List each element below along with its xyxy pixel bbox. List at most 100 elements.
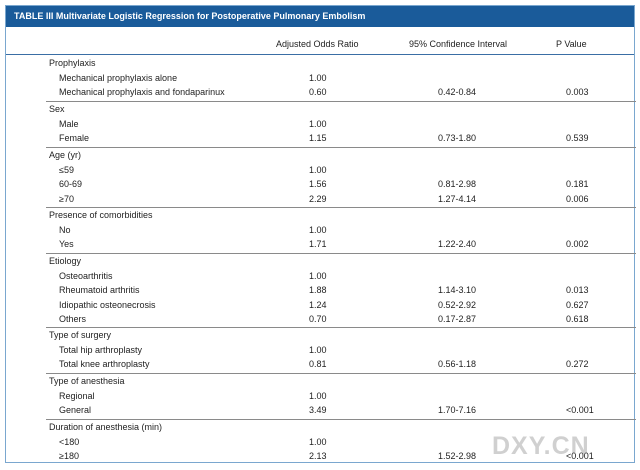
odds-ratio-cell: 1.00 (309, 224, 327, 235)
section-divider (46, 373, 636, 374)
odds-ratio-cell: 1.15 (309, 133, 327, 144)
odds-ratio-cell: 1.00 (309, 72, 327, 83)
odds-ratio-cell: 2.29 (309, 193, 327, 204)
table-row: Female 1.15 0.73-1.80 0.539 (6, 133, 636, 147)
confidence-interval-cell: 1.52-2.98 (438, 451, 477, 462)
section-heading-row: Prophylaxis (6, 58, 636, 72)
odds-ratio-cell: 0.81 (309, 359, 327, 370)
section-heading-row: Duration of anesthesia (min) (6, 422, 636, 436)
row-label: Female (59, 133, 90, 144)
p-value-cell: 0.181 (566, 179, 589, 190)
row-label: Regional (59, 390, 95, 401)
table-row: Mechanical prophylaxis and fondaparinux 0… (6, 87, 636, 101)
odds-ratio-cell: 1.24 (309, 299, 327, 310)
section-label: Duration of anesthesia (min) (49, 422, 163, 432)
table-row: No 1.00 (6, 225, 636, 239)
table-row: Rheumatoid arthritis 1.88 1.14-3.10 0.013 (6, 285, 636, 299)
section-label: Type of anesthesia (49, 376, 125, 386)
odds-ratio-cell: 3.49 (309, 405, 327, 416)
p-value-cell: 0.539 (566, 133, 589, 144)
section-label: Type of surgery (49, 330, 112, 340)
odds-ratio-cell: 0.70 (309, 314, 327, 325)
odds-ratio-cell: 1.00 (309, 436, 327, 447)
row-label: Male (59, 118, 79, 129)
row-label: ≥70 (59, 193, 74, 204)
p-value-cell: 0.002 (566, 239, 589, 250)
p-value-cell: <0.001 (566, 451, 594, 462)
table-row: Osteoarthritis 1.00 (6, 271, 636, 285)
confidence-interval-cell: 0.17-2.87 (438, 314, 477, 325)
confidence-interval-cell: 0.56-1.18 (438, 359, 477, 370)
odds-ratio-cell: 2.13 (309, 451, 327, 462)
table-row: 60-69 1.56 0.81-2.98 0.181 (6, 179, 636, 193)
p-value-cell: 0.003 (566, 87, 589, 98)
watermark: DXY.CN (492, 432, 590, 460)
table-row: ≤59 1.00 (6, 165, 636, 179)
table-row: ≥70 2.29 1.27-4.14 0.006 (6, 194, 636, 208)
confidence-interval-cell: 1.70-7.16 (438, 405, 477, 416)
odds-ratio-cell: 0.60 (309, 87, 327, 98)
confidence-interval-cell: 0.52-2.92 (438, 299, 477, 310)
section-heading-row: Etiology (6, 256, 636, 270)
row-label: Mechanical prophylaxis and fondaparinux (59, 87, 225, 98)
table-row: Yes 1.71 1.22-2.40 0.002 (6, 239, 636, 253)
p-value-cell: 0.618 (566, 314, 589, 325)
section-label: Age (yr) (49, 150, 82, 160)
section-divider (46, 327, 636, 328)
table-row: <180 1.00 (6, 437, 636, 451)
p-value-cell: 0.006 (566, 193, 589, 204)
row-label: ≤59 (59, 164, 74, 175)
confidence-interval-cell: 1.22-2.40 (438, 239, 477, 250)
confidence-interval-cell: 0.81-2.98 (438, 179, 477, 190)
row-label: Total knee arthroplasty (59, 359, 150, 370)
table-row: ≥180 2.13 1.52-2.98 <0.001 (6, 451, 636, 465)
section-heading-row: Age (yr) (6, 150, 636, 164)
odds-ratio-cell: 1.56 (309, 179, 327, 190)
odds-ratio-cell: 1.00 (309, 118, 327, 129)
odds-ratio-cell: 1.00 (309, 164, 327, 175)
odds-ratio-cell: 1.71 (309, 239, 327, 250)
section-heading-row: Sex (6, 104, 636, 118)
odds-ratio-cell: 1.00 (309, 270, 327, 281)
section-divider (46, 253, 636, 254)
odds-ratio-cell: 1.00 (309, 390, 327, 401)
odds-ratio-cell: 1.00 (309, 344, 327, 355)
section-label: Etiology (49, 256, 82, 266)
row-label: No (59, 224, 71, 235)
row-label: General (59, 405, 92, 416)
table-frame: TABLE III Multivariate Logistic Regressi… (5, 5, 636, 465)
section-divider (46, 101, 636, 102)
p-value-cell: <0.001 (566, 405, 594, 416)
section-label: Prophylaxis (49, 58, 96, 68)
section-divider (46, 419, 636, 420)
header-adjusted-odds-ratio: Adjusted Odds Ratio (276, 39, 359, 49)
p-value-cell: 0.627 (566, 299, 589, 310)
confidence-interval-cell: 1.27-4.14 (438, 193, 477, 204)
row-label: ≥180 (59, 451, 79, 462)
header-p-value: P Value (556, 39, 587, 49)
table-row: Total knee arthroplasty 0.81 0.56-1.18 0.27… (6, 359, 636, 373)
header-confidence-interval: 95% Confidence Interval (409, 39, 508, 49)
section-heading-row: Type of surgery (6, 330, 636, 344)
section-divider (46, 207, 636, 208)
row-label: Mechanical prophylaxis alone (59, 72, 178, 83)
table-row: Male 1.00 (6, 119, 636, 133)
section-divider (46, 147, 636, 148)
table-row: Idiopathic osteonecrosis 1.24 0.52-2.92 0.6… (6, 300, 636, 314)
table-row: Regional 1.00 (6, 391, 636, 405)
table-title: TABLE III Multivariate Logistic Regressi… (6, 6, 634, 27)
row-label: Osteoarthritis (59, 270, 113, 281)
confidence-interval-cell: 1.14-3.10 (438, 285, 477, 296)
section-label: Presence of comorbidities (49, 210, 153, 220)
row-label: Idiopathic osteonecrosis (59, 299, 156, 310)
row-label: Yes (59, 239, 74, 250)
table-row: Others 0.70 0.17-2.87 0.618 (6, 314, 636, 328)
p-value-cell: 0.272 (566, 359, 589, 370)
table-row: Mechanical prophylaxis alone 1.00 (6, 73, 636, 87)
section-heading-row: Type of anesthesia (6, 376, 636, 390)
odds-ratio-cell: 1.88 (309, 285, 327, 296)
row-label: Total hip arthroplasty (59, 344, 143, 355)
row-label: <180 (59, 436, 80, 447)
table-row: Total hip arthroplasty 1.00 (6, 345, 636, 359)
section-heading-row: Presence of comorbidities (6, 210, 636, 224)
